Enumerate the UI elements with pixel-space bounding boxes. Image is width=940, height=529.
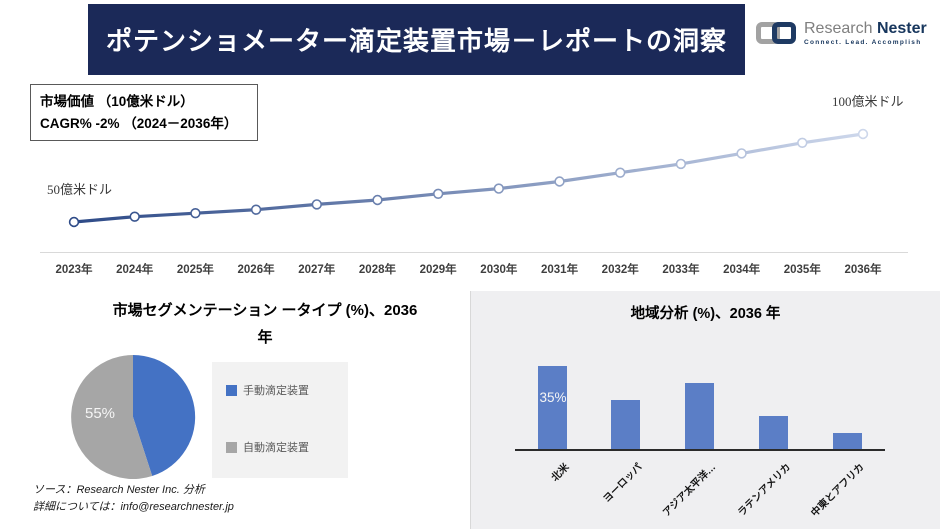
pie-legend: 手動滴定装置 自動滴定装置 [212, 362, 348, 478]
data-point-2034年 [736, 148, 747, 159]
x-tick-2033年: 2033年 [662, 264, 700, 276]
legend-swatch-icon [226, 384, 237, 396]
bar-アジア太平洋… [684, 382, 714, 450]
x-tick-2036年: 2036年 [844, 264, 882, 276]
x-tick-2035年: 2035年 [783, 264, 821, 276]
bar-category-ラテンアメリカ: ラテンアメリカ [735, 461, 793, 519]
data-point-2032年 [614, 167, 626, 178]
data-point-2035年 [797, 137, 808, 149]
market-value-line: 市場価値 （10億米ドル） [40, 94, 194, 109]
data-point-2030年 [493, 183, 504, 194]
brand-tagline: Connect. Lead. Accomplish [804, 39, 922, 46]
source-footer: ソース：Research Nester Inc. 分析 詳細については：info… [33, 482, 234, 515]
source-line: ソース：Research Nester Inc. 分析 [33, 484, 205, 496]
trend-line [72, 132, 865, 224]
legend-label: 自動滴定装置 [243, 442, 309, 454]
pie-chart-title: 市場セグメンテーション ータイプ (%)、2036 年 [112, 302, 418, 346]
bar-category-中東とアフリカ: 中東とアフリカ [809, 461, 867, 520]
trend-x-axis-line [40, 252, 908, 253]
bar-ラテンアメリカ [758, 416, 788, 450]
x-tick-2031年: 2031年 [540, 264, 579, 276]
legend-label: 手動滴定装置 [243, 385, 309, 397]
x-tick-2025年: 2025年 [176, 264, 214, 276]
chain-link-gray-icon [756, 22, 780, 44]
data-point-2031年 [554, 176, 565, 187]
x-tick-2030年: 2030年 [480, 264, 518, 276]
pie-slice-手動滴定装置 [133, 354, 196, 476]
legend-item-自動滴定装置: 自動滴定装置 [226, 439, 309, 455]
data-point-2025年 [190, 208, 201, 219]
data-point-2029年 [433, 188, 444, 200]
x-tick-2024年: 2024年 [116, 264, 154, 276]
data-point-2028年 [372, 194, 383, 206]
pie-data-label: 55% [85, 405, 115, 422]
chain-links-icon [756, 22, 798, 46]
data-point-2036年 [857, 128, 869, 140]
pie-slice-自動滴定装置 [71, 355, 153, 479]
header-bar: ポテンショメーター滴定装置市場－レポートの洞察 [88, 4, 745, 75]
bar-category-北米: 北米 [549, 461, 572, 484]
bar-北米 [537, 366, 567, 450]
bar-x-axis-line [515, 449, 885, 451]
legend-swatch-icon [226, 441, 237, 453]
trend-start-value-label: 50億米ドル [47, 182, 113, 197]
trend-end-value-label: 100億米ドル [832, 94, 904, 109]
contact-line: 詳細については：info@researchnester.jp [33, 500, 234, 513]
x-tick-2028年: 2028年 [358, 264, 396, 276]
x-tick-2023年: 2023年 [55, 264, 93, 276]
data-point-2026年 [250, 204, 262, 215]
data-point-2023年 [68, 216, 80, 228]
page-title: ポテンショメーター滴定装置市場－レポートの洞察 [105, 26, 727, 56]
bar-data-label: 35% [539, 390, 567, 405]
x-tick-2027年: 2027年 [298, 264, 336, 276]
bar-中東とアフリカ [832, 433, 862, 450]
legend-item-手動滴定装置: 手動滴定装置 [226, 382, 309, 398]
bar-chart-title: 地域分析 (%)、2036 年 [630, 306, 781, 322]
logo-text: Research Nester Connect. Lead. Accomplis… [804, 20, 927, 46]
x-tick-2034年: 2034年 [723, 264, 761, 276]
brand-name: Research Nester [804, 20, 927, 37]
market-value-box: 市場価値 （10億米ドル） CAGR% -2% （2024－2036年） [30, 84, 258, 141]
x-tick-2029年: 2029年 [419, 264, 457, 276]
research-nester-logo: Research Nester Connect. Lead. Accomplis… [756, 20, 927, 46]
x-tick-2026年: 2026年 [237, 264, 275, 276]
data-point-2027年 [311, 199, 322, 210]
bar-category-ヨーロッパ: ヨーロッパ [601, 461, 645, 505]
bar-category-アジア太平洋…: アジア太平洋… [661, 461, 719, 519]
chain-link-navy-icon [772, 22, 796, 44]
x-tick-2032年: 2032年 [601, 264, 639, 276]
regional-analysis-panel: 地域分析 (%)、2036 年 35% 北米 ヨーロッパ アジア太平洋… ラテンアメリ… [470, 291, 940, 529]
data-point-2033年 [675, 158, 687, 170]
data-point-2024年 [129, 211, 140, 222]
bar-ヨーロッパ [610, 399, 640, 450]
cagr-line: CAGR% -2% （2024－2036年） [40, 116, 238, 131]
